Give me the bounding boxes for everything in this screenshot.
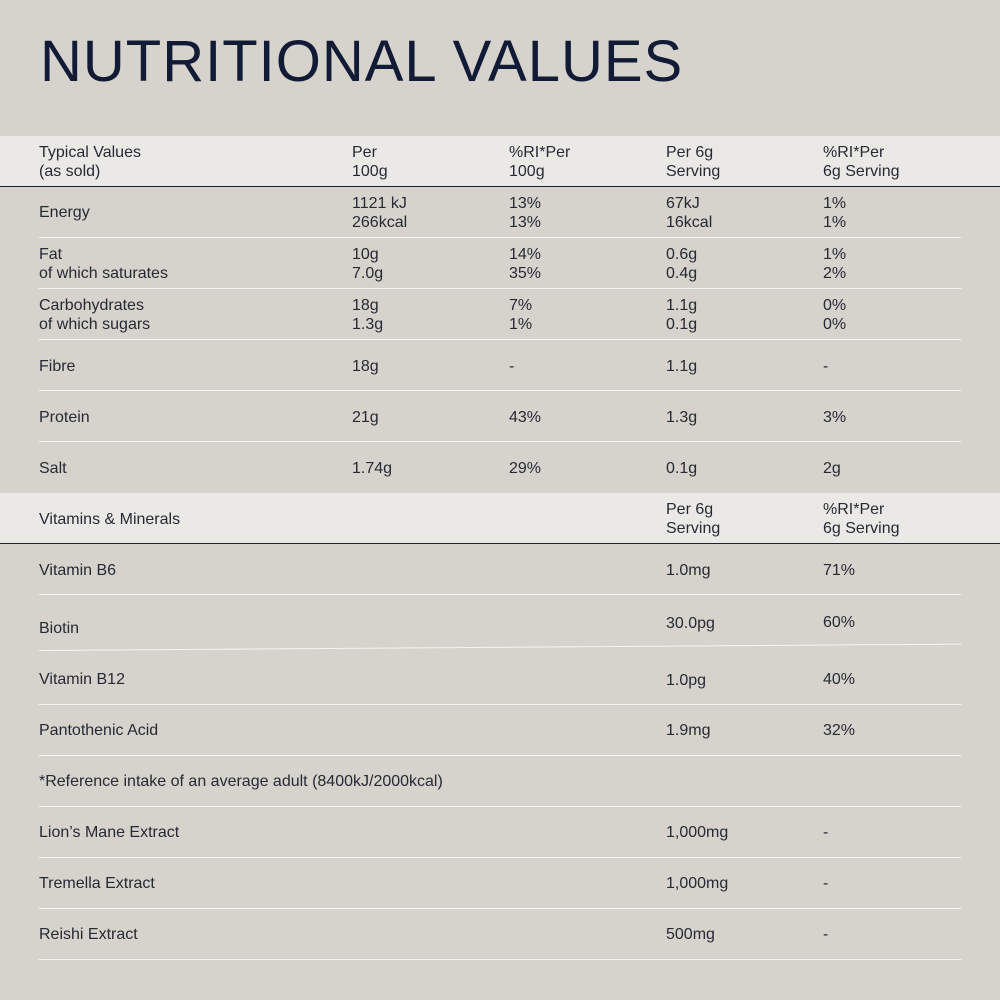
lions-mane-ri-per-6g: - (823, 824, 829, 841)
vitamin-b12-ri-per-6g: 40% (823, 671, 856, 688)
salt-per-6g: 0.1g (666, 460, 698, 477)
typical-values-header (0, 136, 1000, 187)
row-divider (39, 339, 961, 340)
fibre-per-100g: 18g (352, 358, 379, 375)
row-divider (39, 390, 961, 391)
row-divider (39, 959, 961, 960)
row-divider (39, 908, 961, 909)
row-divider (38, 643, 961, 651)
energy-ri-per-6g: 1% 1% (823, 195, 847, 231)
carbohydrates-per-100g: 18g 1.3g (352, 297, 384, 333)
header-per-100g: Per 100g (352, 144, 388, 180)
row-label-vitamin-b12: Vitamin B12 (39, 671, 125, 688)
fibre-ri-per-100g: - (509, 358, 515, 375)
row-divider (39, 237, 961, 238)
row-label-biotin: Biotin (39, 620, 80, 637)
energy-ri-per-100g: 13% 13% (509, 195, 542, 231)
header-typical-values: Typical Values (as sold) (39, 144, 141, 180)
pantothenic-acid-per-6g: 1.9mg (666, 722, 711, 739)
energy-per-6g: 67kJ 16kcal (666, 195, 713, 231)
vitamin-b12-per-6g: 1.0pg (666, 672, 707, 689)
row-label-lions-mane-extract: Lion’s Mane Extract (39, 824, 180, 841)
row-divider (39, 806, 961, 807)
lions-mane-per-6g: 1,000mg (666, 824, 729, 841)
reishi-ri-per-6g: - (823, 926, 829, 943)
row-label-fibre: Fibre (39, 358, 76, 375)
fibre-ri-per-6g: - (823, 358, 829, 375)
salt-per-100g: 1.74g (352, 460, 393, 477)
row-label-salt: Salt (39, 460, 67, 477)
fat-per-100g: 10g 7.0g (352, 246, 384, 282)
row-label-tremella-extract: Tremella Extract (39, 875, 155, 892)
protein-ri-per-6g: 3% (823, 409, 847, 426)
fat-ri-per-100g: 14% 35% (509, 246, 542, 282)
row-label-protein: Protein (39, 409, 90, 426)
header-vitamins-ri-per-6g-serving: %RI*Per 6g Serving (823, 501, 900, 537)
header-vitamins-minerals: Vitamins & Minerals (39, 511, 181, 528)
row-divider (39, 441, 961, 442)
row-label-energy: Energy (39, 204, 90, 221)
tremella-ri-per-6g: - (823, 875, 829, 892)
row-divider (39, 755, 961, 756)
row-label-carbohydrates: Carbohydrates of which sugars (39, 297, 151, 333)
biotin-ri-per-6g: 60% (823, 614, 856, 631)
row-label-reishi-extract: Reishi Extract (39, 926, 138, 943)
energy-per-100g: 1121 kJ 266kcal (352, 195, 408, 231)
header-ri-per-6g-serving: %RI*Per 6g Serving (823, 144, 900, 180)
pantothenic-acid-ri-per-6g: 32% (823, 722, 856, 739)
salt-ri-per-100g: 29% (509, 460, 542, 477)
biotin-per-6g: 30.0pg (666, 615, 715, 632)
page-title: NUTRITIONAL VALUES (40, 29, 684, 94)
row-label-pantothenic-acid: Pantothenic Acid (39, 722, 159, 739)
row-divider (39, 857, 961, 858)
header-vitamins-per-6g-serving: Per 6g Serving (666, 501, 721, 537)
reishi-per-6g: 500mg (666, 926, 715, 943)
carbohydrates-ri-per-6g: 0% 0% (823, 297, 847, 333)
reference-intake-footnote: *Reference intake of an average adult (8… (39, 773, 443, 790)
vitamins-minerals-header (0, 493, 1000, 544)
row-label-vitamin-b6: Vitamin B6 (39, 562, 117, 579)
vitamin-b6-ri-per-6g: 71% (823, 562, 856, 579)
row-divider (39, 288, 961, 289)
row-divider (39, 594, 961, 595)
header-ri-per-100g: %RI*Per 100g (509, 144, 571, 180)
protein-ri-per-100g: 43% (509, 409, 542, 426)
header-per-6g-serving: Per 6g Serving (666, 144, 721, 180)
tremella-per-6g: 1,000mg (666, 875, 729, 892)
fibre-per-6g: 1.1g (666, 358, 698, 375)
protein-per-100g: 21g (352, 409, 379, 426)
fat-per-6g: 0.6g 0.4g (666, 246, 698, 282)
carbohydrates-per-6g: 1.1g 0.1g (666, 297, 698, 333)
salt-ri-per-6g: 2g (823, 460, 841, 477)
protein-per-6g: 1.3g (666, 409, 698, 426)
row-label-fat: Fat of which saturates (39, 246, 168, 282)
carbohydrates-ri-per-100g: 7% 1% (509, 297, 533, 333)
vitamin-b6-per-6g: 1.0mg (666, 562, 711, 579)
fat-ri-per-6g: 1% 2% (823, 246, 847, 282)
row-divider (39, 704, 961, 705)
